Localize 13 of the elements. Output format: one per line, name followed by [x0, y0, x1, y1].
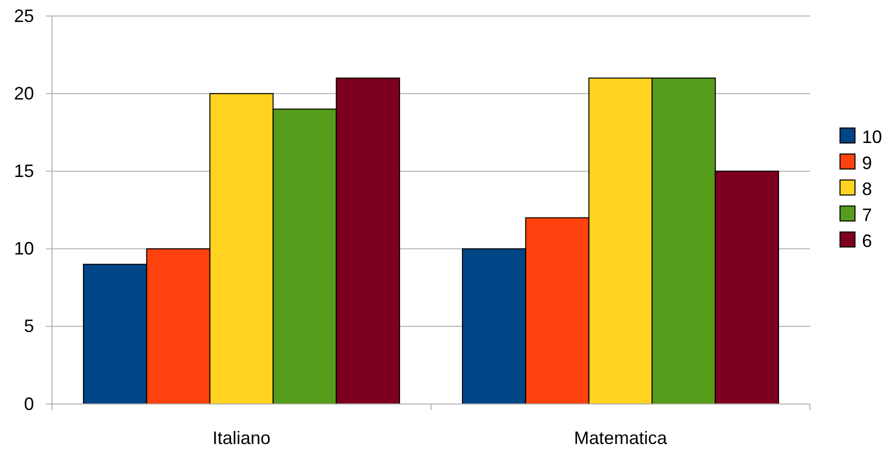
legend-label: 10 — [862, 127, 882, 147]
x-tick-label: Matematica — [574, 428, 668, 448]
y-tick-label: 10 — [14, 238, 34, 259]
legend-label: 7 — [862, 205, 872, 225]
legend-label: 6 — [862, 231, 872, 251]
legend-label: 8 — [862, 179, 872, 199]
y-tick-label: 25 — [14, 6, 34, 26]
x-tick-label: Italiano — [212, 428, 271, 448]
y-tick-label: 0 — [24, 394, 34, 414]
y-tick-label: 15 — [14, 160, 34, 181]
legend-label: 9 — [862, 153, 872, 173]
y-tick-label: 20 — [14, 83, 34, 104]
y-tick-label: 5 — [24, 316, 34, 336]
